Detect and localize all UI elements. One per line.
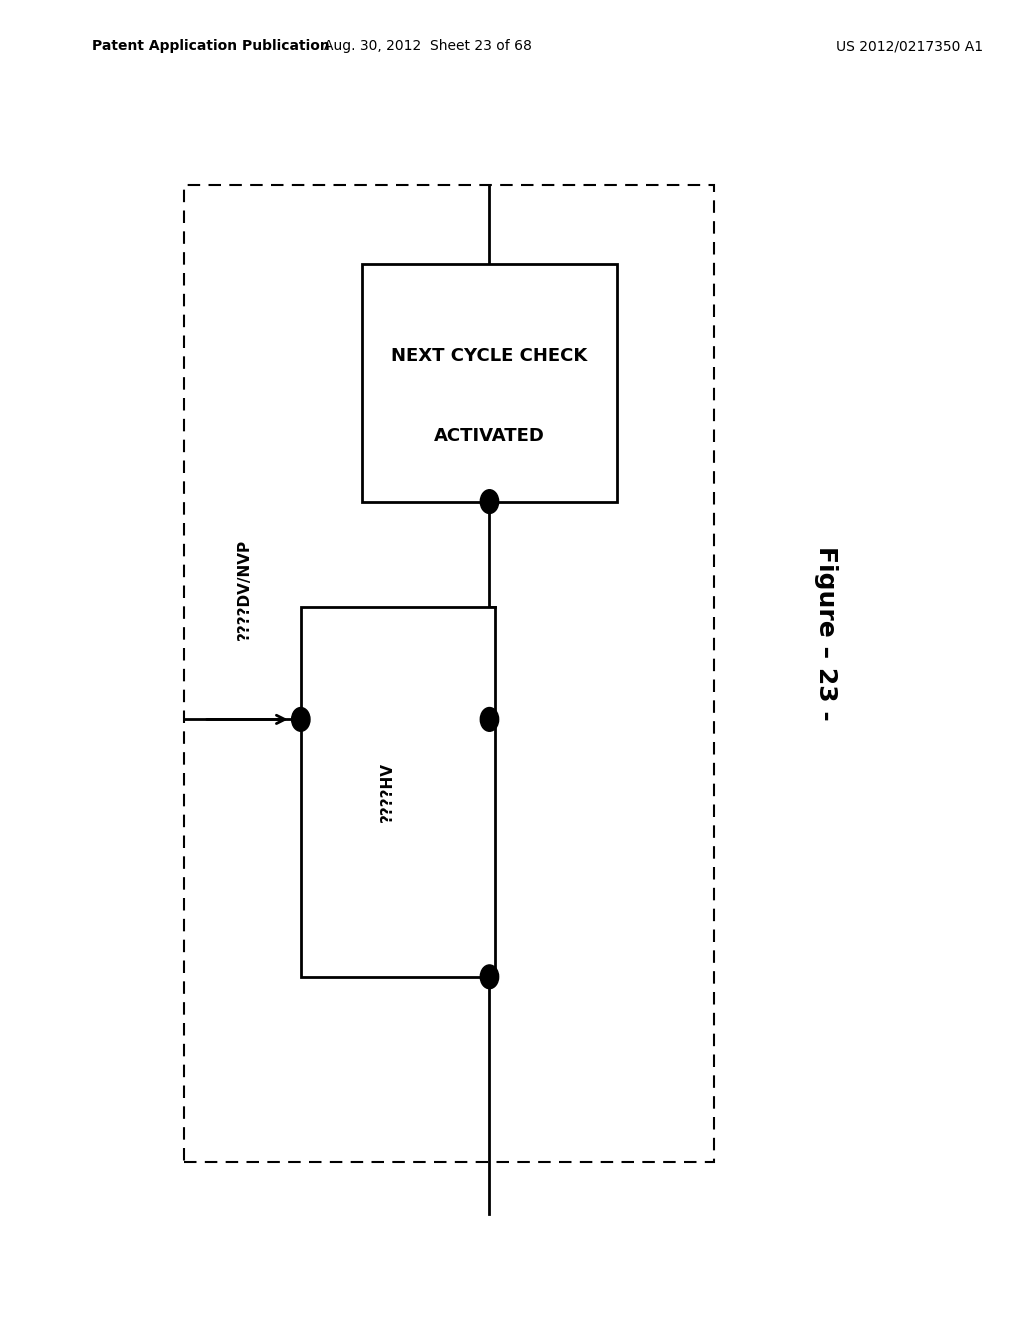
Text: ????DV/NVP: ????DV/NVP — [238, 539, 252, 640]
Text: US 2012/0217350 A1: US 2012/0217350 A1 — [837, 40, 983, 53]
Text: Patent Application Publication: Patent Application Publication — [92, 40, 330, 53]
Text: ????HV: ????HV — [380, 762, 395, 822]
FancyBboxPatch shape — [362, 264, 616, 502]
Circle shape — [480, 490, 499, 513]
Text: Aug. 30, 2012  Sheet 23 of 68: Aug. 30, 2012 Sheet 23 of 68 — [325, 40, 532, 53]
Circle shape — [292, 708, 310, 731]
Text: ACTIVATED: ACTIVATED — [434, 426, 545, 445]
Text: Figure – 23 -: Figure – 23 - — [814, 546, 838, 721]
FancyBboxPatch shape — [301, 607, 495, 977]
Text: NEXT CYCLE CHECK: NEXT CYCLE CHECK — [391, 347, 588, 366]
Circle shape — [480, 965, 499, 989]
Circle shape — [480, 708, 499, 731]
